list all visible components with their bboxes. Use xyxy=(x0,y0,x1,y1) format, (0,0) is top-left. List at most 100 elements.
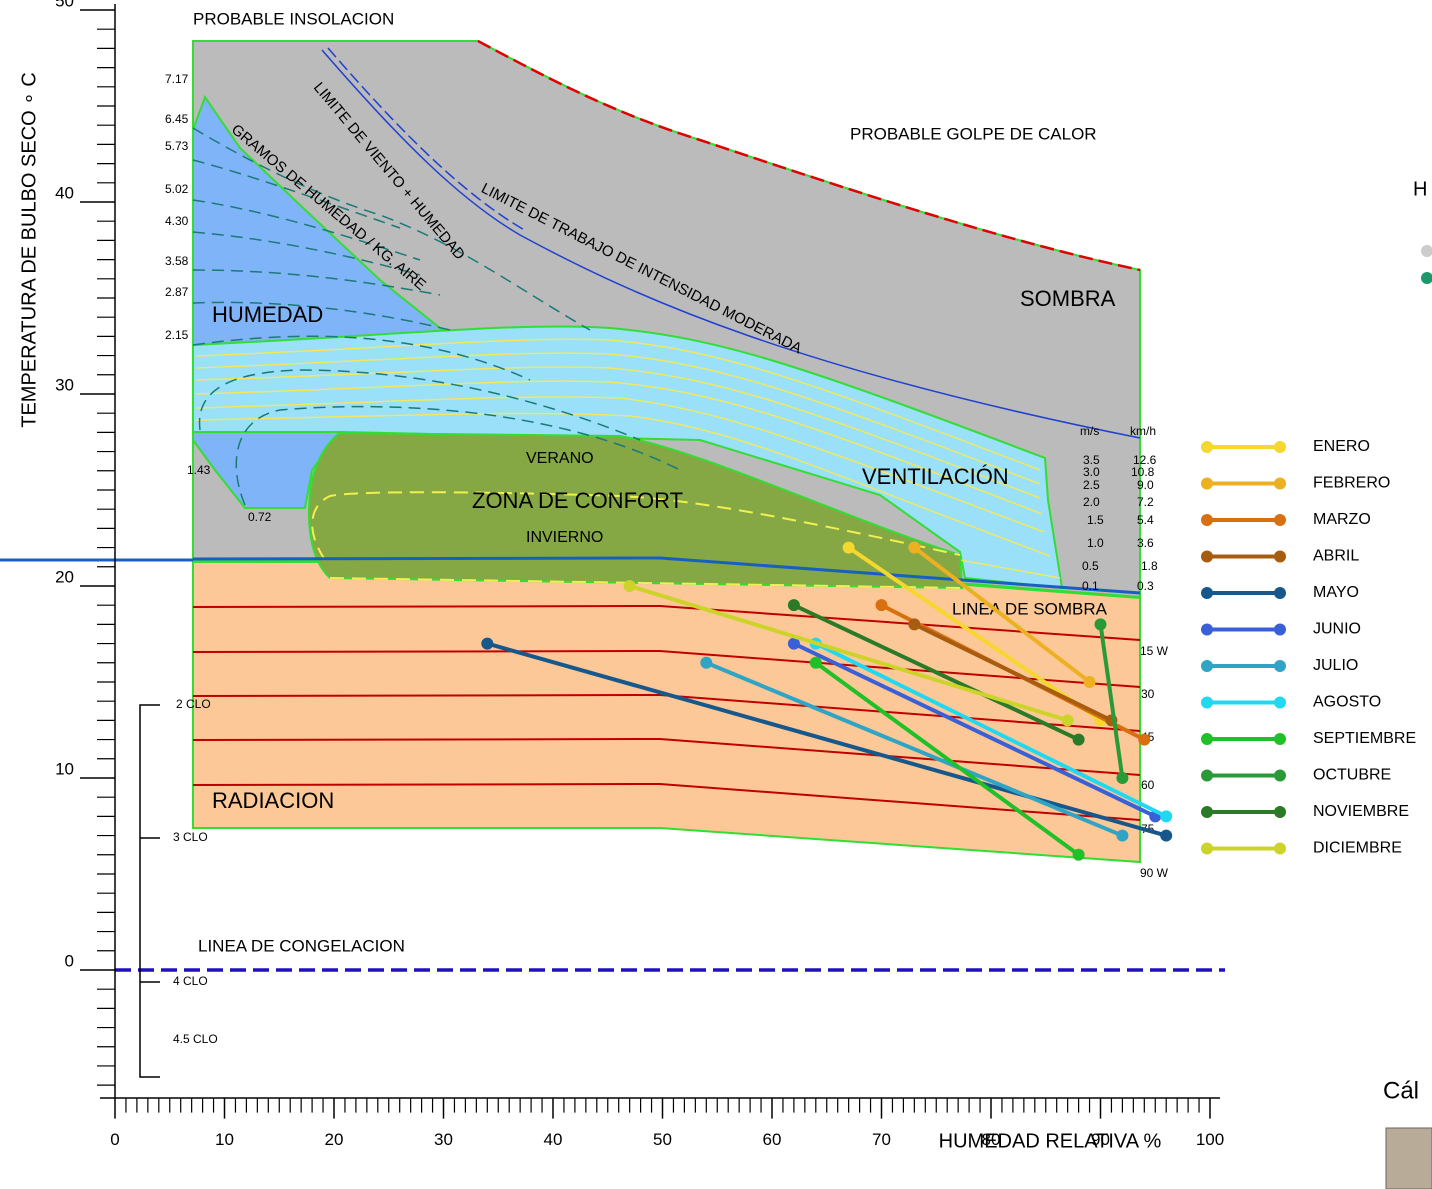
clo-bracket xyxy=(139,704,160,1078)
legend-label: JUNIO xyxy=(1313,621,1361,638)
legend-label: DICIEMBRE xyxy=(1313,840,1402,857)
legend-label: JULIO xyxy=(1313,657,1358,674)
annotation: H xyxy=(1413,178,1427,200)
wind-limit xyxy=(321,49,1141,439)
annotation: 3.5 xyxy=(1083,453,1100,467)
data-point xyxy=(481,637,494,650)
cut-legend-dot xyxy=(1421,245,1432,257)
x-tick-label: 20 xyxy=(325,1130,344,1149)
legend-dot xyxy=(1274,441,1286,453)
annotation: 7.17 xyxy=(165,72,189,86)
y-tick-label: 50 xyxy=(55,0,74,10)
legend-label: MARZO xyxy=(1313,511,1371,528)
legend-dot xyxy=(1274,623,1286,636)
legend-dot xyxy=(1274,769,1286,782)
annotation: Cál xyxy=(1383,1077,1419,1104)
annotation: 1.8 xyxy=(1141,559,1158,573)
annotation: 2.15 xyxy=(165,328,189,342)
x-tick-label: 10 xyxy=(215,1130,234,1149)
comfort-zone xyxy=(308,431,964,590)
data-point xyxy=(787,637,800,650)
series-line xyxy=(705,660,1124,838)
annotation: 1.5 xyxy=(1087,513,1104,527)
annotation: PROBABLE INSOLACION xyxy=(193,9,394,28)
y-tick-label: 10 xyxy=(55,759,74,778)
y-tick-label: 40 xyxy=(55,183,74,202)
data-point xyxy=(1160,810,1173,823)
series-line xyxy=(913,622,1113,723)
legend-label: ENERO xyxy=(1313,438,1370,455)
legend-dot xyxy=(1274,587,1286,599)
data-point xyxy=(1160,829,1173,842)
annotation: 5.4 xyxy=(1137,513,1154,527)
y-tick-label: 30 xyxy=(55,375,74,394)
legend-label: ABRIL xyxy=(1313,548,1359,565)
legend-label: AGOSTO xyxy=(1313,694,1381,711)
annotation: 2.87 xyxy=(165,285,189,299)
annotation: VERANO xyxy=(526,450,594,467)
annotation: SOMBRA xyxy=(1020,286,1116,311)
data-point xyxy=(1094,618,1107,631)
wind-limit-dashed xyxy=(327,47,527,232)
legend-label: NOVIEMBRE xyxy=(1313,803,1409,820)
annotation: 60 xyxy=(1141,778,1155,792)
legend-dot xyxy=(1201,660,1213,672)
x-tick-label: 30 xyxy=(434,1130,453,1149)
cut-legend-dot xyxy=(1421,272,1432,284)
annotation: 0.5 xyxy=(1082,559,1099,573)
annotation: 15 W xyxy=(1140,644,1169,658)
legend-label: MAYO xyxy=(1313,584,1359,601)
series-line xyxy=(486,641,1167,838)
data-point xyxy=(842,541,855,554)
legend-dot xyxy=(1201,806,1213,818)
data-point xyxy=(700,656,713,669)
x-tick-label: 40 xyxy=(544,1130,563,1149)
annotation: 9.0 xyxy=(1137,478,1154,492)
x-tick-label: 0 xyxy=(110,1130,119,1149)
data-point xyxy=(787,599,800,612)
annotation: 4 CLO xyxy=(173,974,208,988)
winter-line xyxy=(311,491,963,589)
legend-dot xyxy=(1201,769,1213,782)
data-point xyxy=(1072,733,1085,746)
legend-dot xyxy=(1201,623,1213,636)
humidity-curves xyxy=(192,127,681,506)
data-point xyxy=(809,656,822,669)
legend-dot xyxy=(1274,477,1286,490)
data-point xyxy=(1138,733,1151,746)
x-tick-label: 60 xyxy=(763,1130,782,1149)
annotation: 1.43 xyxy=(187,463,211,477)
radiation-lines xyxy=(192,604,1141,821)
annotation: 0.72 xyxy=(248,510,272,524)
annotation: 0.1 xyxy=(1082,579,1099,593)
annotation: 30 xyxy=(1141,687,1155,701)
annotation: 4.5 CLO xyxy=(173,1032,218,1046)
annotation: 3.58 xyxy=(165,254,189,268)
x-tick-label: 50 xyxy=(653,1130,672,1149)
x-tick-label: 80 xyxy=(982,1130,1001,1149)
x-axis-title: HUMEDAD RELATIVA % xyxy=(939,1130,1162,1152)
series-line xyxy=(793,603,1080,742)
x-tick-label: 100 xyxy=(1196,1130,1224,1149)
heat-line xyxy=(477,39,1141,272)
legend-dot xyxy=(1274,842,1286,855)
y-tick-label: 20 xyxy=(55,567,74,586)
annotation: HUMEDAD xyxy=(212,302,323,327)
annotation: RADIACION xyxy=(212,788,334,813)
data-point xyxy=(1083,675,1096,688)
annotation: 6.45 xyxy=(165,112,189,126)
series-line xyxy=(1098,624,1125,779)
annotation: INVIERNO xyxy=(526,529,603,546)
wind-lines xyxy=(195,338,1061,579)
annotation: 2.5 xyxy=(1083,478,1100,492)
legend-label: OCTUBRE xyxy=(1313,767,1391,784)
data-point xyxy=(1061,714,1074,727)
legend-dot xyxy=(1201,550,1213,563)
annotation: 90 W xyxy=(1140,866,1169,880)
ventilation-zone xyxy=(192,325,1064,590)
shade-line xyxy=(0,556,1141,595)
annotation: LINEA DE SOMBRA xyxy=(952,599,1108,618)
legend-label: SEPTIEMBRE xyxy=(1313,730,1416,747)
annotation: VENTILACIÓN xyxy=(862,464,1009,489)
